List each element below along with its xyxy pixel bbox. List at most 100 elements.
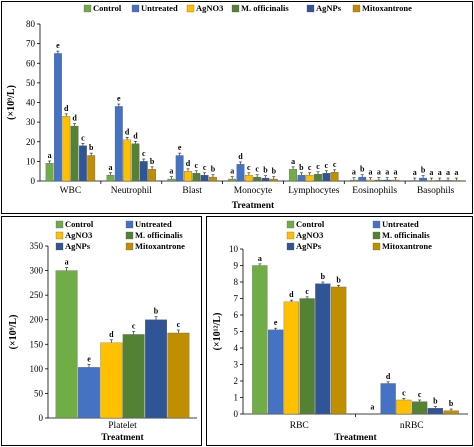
y-axis-title: (×10⁹/L) bbox=[6, 85, 17, 120]
bar bbox=[261, 177, 270, 182]
bar bbox=[70, 125, 79, 182]
bar bbox=[297, 174, 306, 182]
bar bbox=[253, 176, 262, 182]
bar bbox=[315, 283, 331, 415]
y-axis-title: (×10⁹/L) bbox=[8, 315, 19, 350]
data-label: c bbox=[308, 163, 312, 172]
data-label: c bbox=[316, 162, 320, 171]
legend-entry: Control bbox=[296, 219, 325, 229]
category-label: Lymphocytes bbox=[288, 186, 339, 196]
legend-swatch bbox=[286, 231, 295, 240]
legend-swatch bbox=[131, 4, 140, 13]
legend-entry: Mitoxantrone bbox=[382, 241, 432, 251]
legend-swatch bbox=[372, 242, 381, 251]
legend-entry: Control bbox=[65, 219, 94, 229]
y-tick-label: 0 bbox=[234, 409, 239, 419]
data-label: c bbox=[325, 161, 329, 170]
bar bbox=[192, 172, 201, 182]
bar bbox=[452, 180, 461, 182]
data-label: b bbox=[154, 307, 159, 316]
platelet-chart: 0 50 100 150 200 250 300 350 (×10⁹/L) Treatment Pl… bbox=[8, 219, 197, 443]
y-tick-label: 8 bbox=[234, 277, 239, 287]
bar bbox=[139, 161, 148, 182]
data-label: d bbox=[109, 330, 114, 339]
y-tick-label: 6 bbox=[234, 310, 239, 320]
bar bbox=[444, 180, 452, 182]
bar bbox=[391, 179, 400, 182]
category-label: Monocyte bbox=[234, 186, 273, 196]
data-label: b bbox=[336, 275, 341, 284]
bar bbox=[410, 180, 419, 182]
y-tick-label: 30 bbox=[26, 117, 36, 127]
bar bbox=[228, 178, 237, 182]
bar bbox=[145, 319, 167, 419]
bar bbox=[358, 176, 367, 182]
bar bbox=[54, 53, 62, 182]
rbc-chart: 0 1 2 3 4 5 6 7 8 9 10 (×10¹²/L) Treatment RBC a e d c b b n… bbox=[212, 219, 468, 443]
data-label: c bbox=[247, 163, 251, 172]
data-label: d bbox=[64, 104, 69, 113]
bar bbox=[330, 172, 339, 182]
legend-swatch bbox=[83, 4, 92, 13]
bar bbox=[443, 410, 459, 415]
bar bbox=[427, 180, 436, 182]
y-tick-label: 250 bbox=[30, 290, 44, 300]
data-label: a bbox=[413, 168, 417, 177]
bar bbox=[305, 174, 314, 182]
bar bbox=[122, 334, 145, 419]
legend-entry: AgNO3 bbox=[65, 230, 92, 240]
bar bbox=[283, 301, 299, 415]
bar bbox=[175, 155, 184, 182]
category-label: Platelet bbox=[108, 421, 137, 431]
data-label: d bbox=[72, 114, 77, 123]
data-label: c bbox=[305, 287, 309, 296]
data-label: a bbox=[394, 168, 398, 177]
bar bbox=[419, 177, 428, 182]
bar bbox=[62, 116, 71, 182]
data-label: b bbox=[211, 165, 216, 174]
data-label: a bbox=[230, 167, 234, 176]
data-label: b bbox=[89, 143, 94, 152]
bar bbox=[289, 169, 297, 182]
legend-swatch bbox=[372, 220, 381, 229]
data-label: c bbox=[142, 149, 146, 158]
bar bbox=[366, 179, 375, 182]
legend-entry: M. officinalis bbox=[382, 230, 430, 240]
legend-swatch bbox=[231, 4, 240, 13]
data-label: a bbox=[169, 167, 173, 176]
y-axis-title: (×10¹²/L) bbox=[212, 313, 223, 351]
legend-swatch bbox=[286, 242, 295, 251]
bar bbox=[322, 172, 331, 182]
y-tick-label: 150 bbox=[30, 339, 44, 349]
legend-swatch bbox=[306, 4, 315, 13]
data-label: c bbox=[195, 161, 199, 170]
y-tick-label: 3 bbox=[234, 360, 239, 370]
legend-entry: Mitoxantrone bbox=[135, 241, 185, 251]
data-label: d bbox=[386, 372, 391, 381]
x-axis-title: Treatment bbox=[101, 433, 144, 443]
data-label: a bbox=[352, 168, 356, 177]
bar bbox=[200, 174, 209, 182]
y-tick-label: 70 bbox=[26, 39, 36, 49]
legend-entry: Untreated bbox=[135, 219, 172, 229]
y-tick-label: 40 bbox=[26, 98, 36, 108]
legend-entry: AgNPs bbox=[316, 3, 342, 13]
bar bbox=[299, 298, 315, 415]
y-tick-label: 50 bbox=[26, 78, 36, 88]
bottom-right-panel-frame bbox=[206, 216, 473, 446]
data-label: a bbox=[369, 168, 373, 177]
bar bbox=[244, 174, 253, 182]
bar bbox=[87, 155, 96, 182]
data-label: a bbox=[65, 258, 69, 267]
data-label: b bbox=[150, 157, 155, 166]
category-label: Neutrophil bbox=[111, 186, 153, 196]
legend-swatch bbox=[125, 220, 134, 229]
y-tick-label: 50 bbox=[34, 388, 44, 398]
category-label: Eosinophils bbox=[352, 186, 397, 196]
bar bbox=[106, 174, 115, 182]
data-label: b bbox=[321, 272, 326, 281]
legend-swatch bbox=[55, 220, 64, 229]
bar bbox=[435, 180, 444, 182]
y-tick-label: 100 bbox=[30, 364, 44, 374]
